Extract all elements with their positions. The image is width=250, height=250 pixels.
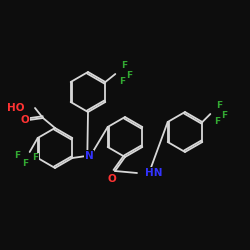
Text: HO: HO <box>8 103 25 113</box>
Text: F: F <box>221 110 228 120</box>
Text: F: F <box>32 154 39 162</box>
Text: HN: HN <box>145 168 162 178</box>
Text: F: F <box>216 102 222 110</box>
Text: F: F <box>126 70 132 80</box>
Text: F: F <box>119 78 126 86</box>
Text: O: O <box>20 115 29 125</box>
Text: F: F <box>214 118 220 126</box>
Text: F: F <box>121 62 128 70</box>
Text: O: O <box>108 174 116 184</box>
Text: F: F <box>22 160 29 168</box>
Text: F: F <box>14 150 21 160</box>
Text: N: N <box>85 151 94 161</box>
